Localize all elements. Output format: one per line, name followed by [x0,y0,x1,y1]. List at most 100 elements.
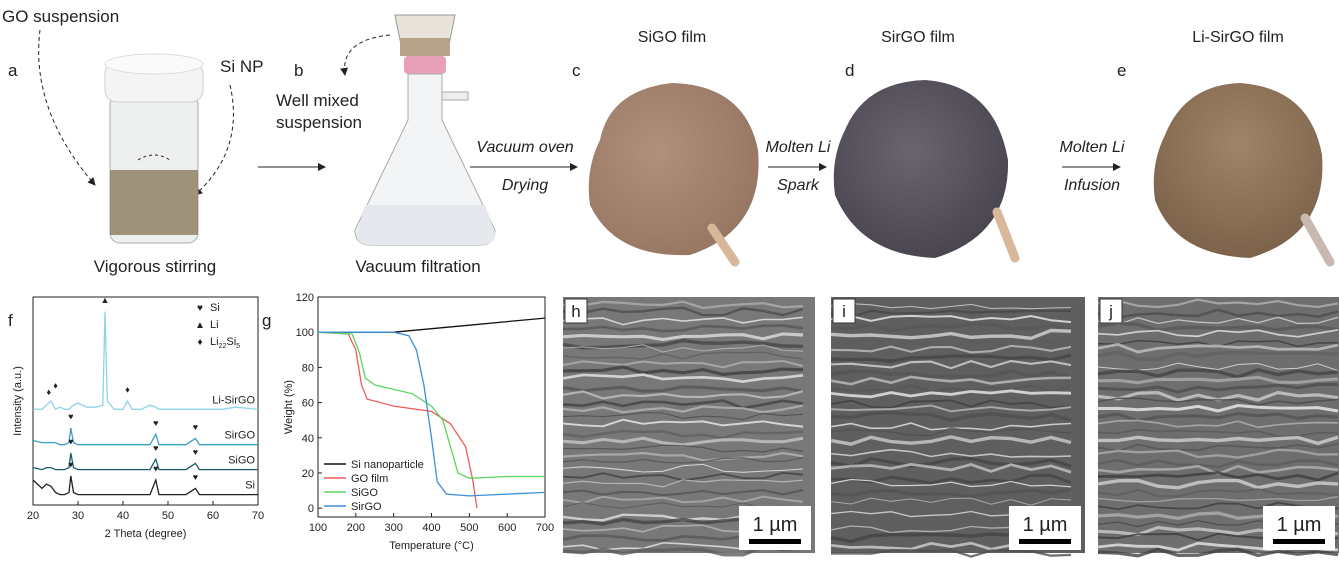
peak-marker: ♥ [68,437,73,447]
y-tick-label: 80 [302,362,314,374]
y-tick-label: 40 [302,433,314,445]
legend-label: GO film [351,473,388,485]
peak-marker: ▲ [101,295,110,305]
x-tick-label: 50 [162,510,174,522]
x-tick-label: 60 [207,510,219,522]
peak-marker: ♥ [153,464,158,474]
scale-bar [1273,539,1325,544]
x-tick-label: 100 [309,522,327,534]
callout: suspension [276,113,362,132]
data-line [33,453,258,470]
peak-marker: ♥ [193,447,198,457]
legend-symbol: ▲ [195,320,205,331]
data-line [318,332,545,478]
scale-bar-label: 1 µm [1023,514,1068,536]
legend-label: Si nanoparticle [351,459,424,471]
legend-label-part: Li [210,319,219,331]
legend-label-part: Li [210,336,219,348]
peak-marker: ♥ [193,422,198,432]
panel-label: i [842,302,846,321]
process-label: Drying [502,177,548,194]
x-tick-label: 30 [72,510,84,522]
y-tick-label: 60 [302,398,314,410]
process-label: Spark [777,177,820,194]
legend-label: Li [210,319,219,331]
film-title: Li-SirGO film [1192,29,1284,46]
callout: Well mixed [276,91,359,110]
legend-symbol: ♥ [197,303,203,314]
scale-bar-label: 1 µm [753,514,798,536]
x-tick-label: 400 [422,522,440,534]
legend-symbol: ♦ [197,337,202,348]
flask [355,15,495,245]
film [589,83,759,262]
series-label: SiGO [228,455,255,467]
x-tick-label: 20 [27,510,39,522]
dashed-arrow [39,30,95,185]
panel-label: h [571,302,580,321]
y-tick-label: 0 [308,503,314,515]
y-tick-label: 100 [296,327,314,339]
y-axis-label: Intensity (a.u.) [12,366,24,436]
peak-marker: ♥ [68,412,73,422]
legend-label: SiGO [351,487,378,499]
go-suspension-label: GO suspension [2,7,119,26]
peak-marker: ♥ [68,460,73,470]
legend-label-part: 5 [236,343,240,350]
data-line [318,332,545,496]
process-label: Infusion [1064,177,1120,194]
peak-marker: ♦ [125,385,130,395]
film [834,80,1015,258]
x-tick-label: 600 [498,522,516,534]
vial [105,54,203,243]
sem-image: h 1 µm [563,297,815,555]
peak-marker: ♥ [153,418,158,428]
y-tick-label: 20 [302,468,314,480]
peak-marker: ♦ [46,387,51,397]
sem-image: i 1 µm [831,297,1085,557]
scale-bar-label: 1 µm [1277,514,1322,536]
series-label: SirGO [224,430,255,442]
series-label: Li-SirGO [212,394,255,406]
figure: GO suspension Si NP a b c d e Vigorous s… [0,0,1339,565]
legend-label: Si [210,302,220,314]
peak-marker: ♦ [53,381,58,391]
peak-marker: ♥ [193,472,198,482]
step-label: Vigorous stirring [94,257,217,276]
x-tick-label: 700 [536,522,554,534]
process-label: Molten Li [766,139,831,156]
film-title: SirGO film [881,29,955,46]
panel-label: j [1108,302,1113,321]
sem-images: h 1 µm i 1 µm j 1 µm [563,297,1339,557]
data-line [33,476,258,495]
x-tick-label: 70 [252,510,264,522]
line-chart: f2030405060702 Theta (degree)Intensity (… [8,295,264,540]
series-label: Si [245,480,255,492]
panel-label: e [1117,61,1126,80]
x-axis-label: 2 Theta (degree) [105,528,187,540]
process-label: Vacuum oven [476,139,573,156]
peak-marker: ♥ [153,443,158,453]
y-axis-label: Weight (%) [283,380,295,434]
film [1154,83,1330,262]
data-line [318,332,477,508]
legend-label-part: 22 [219,343,227,350]
panel-label: d [845,61,854,80]
sem-image: j 1 µm [1098,297,1339,556]
panel-label: b [294,61,303,80]
dashed-arrow [345,35,390,75]
film-title: SiGO film [638,29,706,46]
legend-label: SirGO [351,501,382,513]
dashed-arrow [195,85,233,195]
legend-label-part: Si [226,336,236,348]
legend-label: Li22Si5 [210,336,240,350]
x-tick-label: 300 [384,522,402,534]
x-tick-label: 200 [347,522,365,534]
panel-label: f [8,311,13,330]
si-np-label: Si NP [220,57,263,76]
panel-label: a [8,61,18,80]
panel-label: c [572,61,581,80]
scale-bar [749,539,801,544]
legend-label-part: Si [210,302,220,314]
